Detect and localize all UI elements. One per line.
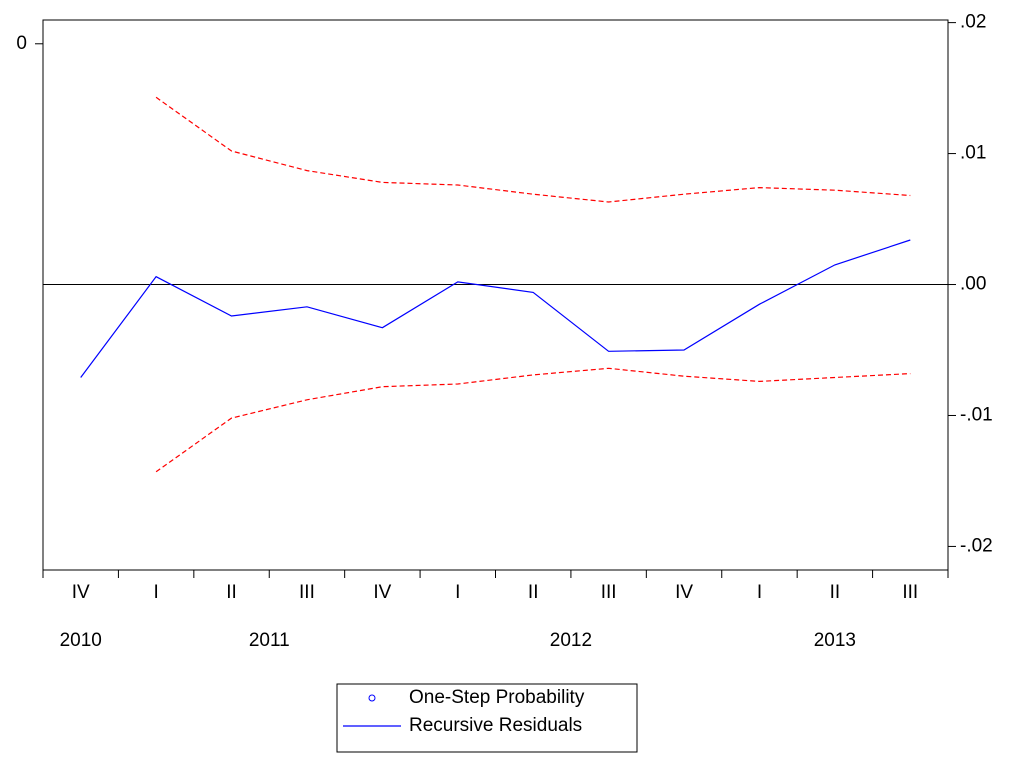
x-tick-label: IV xyxy=(675,582,693,603)
x-tick-label: IV xyxy=(72,582,90,603)
x-tick-label: II xyxy=(528,582,539,603)
series-line xyxy=(80,239,911,378)
legend-box xyxy=(336,683,638,753)
x-group-label: 2013 xyxy=(814,630,856,651)
x-tick-label: IV xyxy=(373,582,391,603)
legend-marker xyxy=(368,694,376,702)
x-tick-label: III xyxy=(902,582,918,603)
x-tick-label: I xyxy=(455,582,460,603)
x-tick-label: III xyxy=(601,582,617,603)
x-group-label: 2011 xyxy=(249,630,290,651)
x-group-label: 2010 xyxy=(60,630,102,651)
x-tick-label: III xyxy=(299,582,315,603)
legend-label: One-Step Probability xyxy=(409,687,585,708)
y2-tick-label: -.02 xyxy=(960,535,993,556)
plot-frame xyxy=(42,19,949,571)
x-group-label: 2012 xyxy=(550,630,592,651)
y2-tick-label: .00 xyxy=(960,274,986,295)
x-tick-label: I xyxy=(757,582,762,603)
y2-tick-label: .02 xyxy=(960,12,986,33)
series-line xyxy=(155,96,911,203)
y2-tick-label: .01 xyxy=(960,143,986,164)
y2-tick-label: -.01 xyxy=(960,404,993,425)
x-tick-label: I xyxy=(153,582,158,603)
x-tick-label: II xyxy=(226,582,237,603)
series-line xyxy=(155,367,911,473)
x-tick-label: II xyxy=(830,582,841,603)
y-tick-label: 0 xyxy=(16,33,27,54)
legend-label: Recursive Residuals xyxy=(409,715,582,736)
